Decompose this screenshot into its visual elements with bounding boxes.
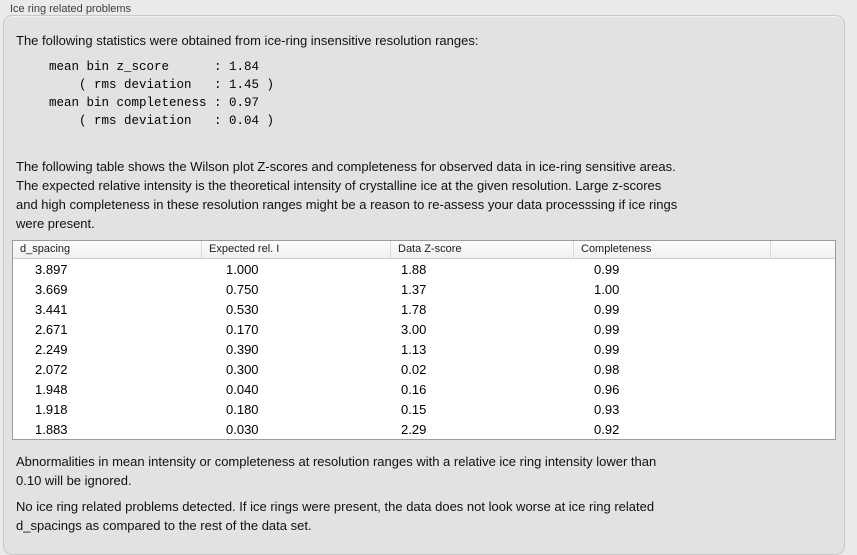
table-cell: 0.99: [594, 342, 620, 357]
table-cell: 0.030: [226, 422, 259, 437]
table-row[interactable]: 2.249 0.390 1.13 0.99: [13, 339, 835, 359]
table-cell: 0.530: [226, 302, 259, 317]
ignore-note: Abnormalities in mean intensity or compl…: [16, 454, 657, 488]
table-cell: 0.99: [594, 322, 620, 337]
table-cell: 1.883: [35, 422, 68, 437]
table-body: 3.897 1.000 1.88 0.99 3.669 0.750 1.37 1.00 3.44…: [13, 259, 835, 439]
table-cell: 0.15: [401, 402, 427, 417]
column-header-completeness[interactable]: Completeness: [574, 241, 771, 258]
column-header-data-z-score[interactable]: Data Z-score: [391, 241, 574, 258]
table-cell: 1.000: [226, 262, 259, 277]
table-cell: 3.669: [35, 282, 68, 297]
column-header-expected-rel-i[interactable]: Expected rel. I: [202, 241, 391, 258]
table-cell: 0.170: [226, 322, 259, 337]
conclusion-text: No ice ring related problems detected. I…: [16, 499, 655, 533]
ice-ring-table: d_spacing Expected rel. I Data Z-score Comp…: [12, 240, 836, 440]
table-cell-empty: [771, 339, 835, 359]
table-cell: 0.040: [226, 382, 259, 397]
table-row[interactable]: 3.669 0.750 1.37 1.00: [13, 279, 835, 299]
table-description: The following table shows the Wilson plo…: [16, 159, 678, 231]
column-header-empty: [771, 241, 835, 258]
table-cell: 1.78: [401, 302, 427, 317]
table-cell: 0.93: [594, 402, 620, 417]
table-cell: 0.390: [226, 342, 259, 357]
table-cell: 0.99: [594, 262, 620, 277]
table-cell-empty: [771, 419, 835, 439]
table-cell: 0.16: [401, 382, 427, 397]
table-cell: 2.671: [35, 322, 68, 337]
table-row[interactable]: 3.897 1.000 1.88 0.99: [13, 259, 835, 279]
table-cell: 0.96: [594, 382, 620, 397]
table-cell: 3.441: [35, 302, 68, 317]
table-cell-empty: [771, 399, 835, 419]
table-cell: 0.750: [226, 282, 259, 297]
table-cell: 0.99: [594, 302, 620, 317]
intro-text: The following statistics were obtained f…: [16, 33, 479, 48]
column-header-d-spacing[interactable]: d_spacing: [13, 241, 202, 258]
table-cell: 2.249: [35, 342, 68, 357]
table-cell: 2.29: [401, 422, 427, 437]
table-cell-empty: [771, 359, 835, 379]
table-cell: 1.88: [401, 262, 427, 277]
table-cell-empty: [771, 299, 835, 319]
panel-title: Ice ring related problems: [10, 3, 132, 15]
ice-ring-group-box: The following statistics were obtained f…: [3, 15, 845, 555]
table-cell: 1.13: [401, 342, 427, 357]
table-cell: 0.92: [594, 422, 620, 437]
table-cell: 1.37: [401, 282, 427, 297]
table-cell: 1.948: [35, 382, 68, 397]
table-row[interactable]: 2.671 0.170 3.00 0.99: [13, 319, 835, 339]
table-cell: 0.180: [226, 402, 259, 417]
table-cell: 1.918: [35, 402, 68, 417]
table-cell: 0.98: [594, 362, 620, 377]
table-header: d_spacing Expected rel. I Data Z-score Comp…: [13, 241, 835, 259]
table-cell-empty: [771, 379, 835, 399]
table-cell: 0.300: [226, 362, 259, 377]
table-row[interactable]: 1.948 0.040 0.16 0.96: [13, 379, 835, 399]
table-cell: 2.072: [35, 362, 68, 377]
table-cell-empty: [771, 319, 835, 339]
table-cell-empty: [771, 279, 835, 299]
table-cell-empty: [771, 259, 835, 279]
table-row[interactable]: 1.883 0.030 2.29 0.92: [13, 419, 835, 439]
table-row[interactable]: 3.441 0.530 1.78 0.99: [13, 299, 835, 319]
table-cell: 3.897: [35, 262, 68, 277]
stats-block: mean bin z_score : 1.84 ( rms deviation …: [49, 60, 275, 128]
table-cell: 1.00: [594, 282, 620, 297]
table-cell: 0.02: [401, 362, 427, 377]
table-row[interactable]: 2.072 0.300 0.02 0.98: [13, 359, 835, 379]
table-cell: 3.00: [401, 322, 427, 337]
table-row[interactable]: 1.918 0.180 0.15 0.93: [13, 399, 835, 419]
